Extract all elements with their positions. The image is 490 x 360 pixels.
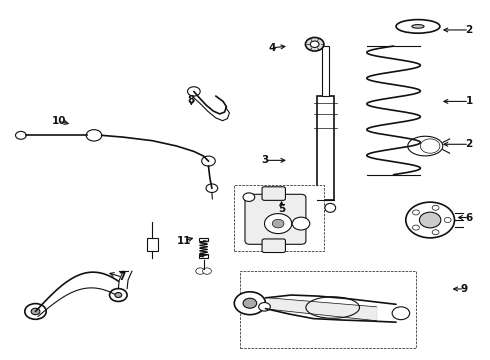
Circle shape (392, 307, 410, 320)
FancyBboxPatch shape (262, 239, 286, 252)
Text: 2: 2 (466, 139, 473, 149)
Ellipse shape (396, 19, 440, 33)
Circle shape (259, 302, 270, 311)
Circle shape (272, 219, 284, 228)
Circle shape (115, 293, 122, 297)
Text: 6: 6 (466, 212, 473, 222)
Ellipse shape (408, 136, 443, 156)
Bar (317, 96, 334, 200)
Bar (240, 271, 416, 348)
Circle shape (432, 230, 439, 235)
Circle shape (419, 212, 441, 228)
Bar (322, 46, 329, 96)
Bar (147, 238, 158, 251)
Ellipse shape (412, 24, 424, 28)
Circle shape (444, 217, 451, 222)
Bar (199, 254, 208, 258)
Ellipse shape (325, 203, 336, 212)
Text: 5: 5 (278, 203, 285, 213)
Circle shape (432, 205, 439, 210)
FancyBboxPatch shape (262, 187, 286, 201)
Text: 2: 2 (466, 25, 473, 35)
Circle shape (243, 193, 255, 202)
Ellipse shape (315, 203, 326, 212)
Ellipse shape (305, 37, 324, 51)
Ellipse shape (310, 41, 319, 48)
Circle shape (243, 298, 257, 308)
Circle shape (16, 131, 26, 139)
Circle shape (234, 292, 266, 315)
Circle shape (188, 87, 200, 96)
FancyBboxPatch shape (245, 194, 306, 244)
Text: 10: 10 (51, 116, 66, 126)
Circle shape (110, 289, 127, 301)
Circle shape (25, 303, 46, 319)
Circle shape (292, 217, 310, 230)
Circle shape (202, 268, 211, 274)
Bar (199, 238, 208, 242)
Text: 8: 8 (188, 95, 195, 105)
Circle shape (406, 202, 455, 238)
Circle shape (31, 308, 40, 315)
Text: 1: 1 (466, 96, 473, 107)
Circle shape (202, 156, 215, 166)
Circle shape (206, 184, 218, 193)
Text: 11: 11 (177, 236, 192, 246)
Text: 9: 9 (461, 284, 468, 294)
Text: 7: 7 (119, 272, 126, 282)
Circle shape (265, 213, 292, 234)
Text: 3: 3 (261, 156, 268, 165)
Circle shape (86, 130, 102, 141)
Circle shape (413, 225, 419, 230)
Circle shape (413, 210, 419, 215)
Bar (234, 185, 324, 251)
Text: 4: 4 (268, 43, 275, 53)
Circle shape (196, 268, 204, 274)
